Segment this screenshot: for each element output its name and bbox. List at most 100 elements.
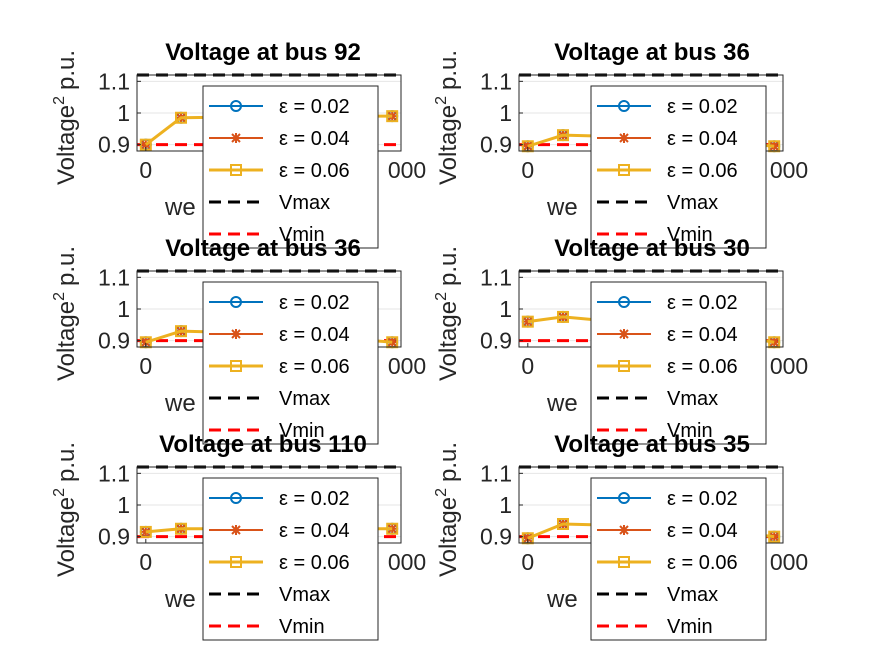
legend-marker-3: [230, 360, 242, 372]
legend-label-5: Vmin: [667, 616, 713, 638]
chart-title: Voltage at bus 35: [554, 431, 750, 458]
legend-label-5: Vmin: [279, 420, 325, 442]
y-tick-label: 1: [117, 100, 130, 126]
legend: ε = 0.02 ε = 0.04 ε = 0.06 Vmax Vmin: [202, 477, 379, 641]
y-axis-label-main: Voltage: [435, 497, 462, 577]
legend-marker-1: [618, 492, 630, 504]
data-point: [769, 531, 780, 542]
y-axis-label: Voltage2 p.u.: [433, 246, 462, 381]
x-axis-label: we: [164, 586, 196, 613]
y-axis-label: Voltage2 p.u.: [433, 50, 462, 185]
legend: ε = 0.02 ε = 0.04 ε = 0.06 Vmax Vmin: [202, 85, 379, 249]
legend-marker-1: [618, 100, 630, 112]
legend-label-4: Vmax: [667, 192, 718, 214]
x-axis-label: we: [164, 390, 196, 417]
legend-label-1: ε = 0.02: [667, 292, 738, 314]
legend: ε = 0.02 ε = 0.04 ε = 0.06 Vmax Vmin: [590, 85, 767, 249]
legend-marker-1: [618, 296, 630, 308]
y-axis-label-unit: p.u.: [435, 50, 462, 90]
data-point: [140, 526, 151, 537]
legend-label-5: Vmin: [279, 224, 325, 246]
x-tick-label-tail: 000: [388, 353, 426, 379]
y-tick-label: 0.9: [98, 132, 130, 158]
y-axis-label-main: Voltage: [53, 497, 80, 577]
x-tick-label-tail: 000: [388, 157, 426, 183]
data-point: [522, 316, 533, 327]
y-tick-label: 1.1: [98, 68, 130, 94]
x-tick-label: 0: [139, 157, 152, 183]
chart-title: Voltage at bus 36: [165, 235, 361, 262]
legend-marker-3: [230, 164, 242, 176]
legend-label-5: Vmin: [279, 616, 325, 638]
y-axis-label-main: Voltage: [435, 105, 462, 185]
y-tick-label: 1.1: [480, 264, 512, 290]
y-axis-label-sup: 2: [51, 96, 68, 105]
y-tick-label: 1: [499, 492, 512, 518]
legend-label-3: ε = 0.06: [667, 160, 738, 182]
legend-label-2: ε = 0.04: [279, 128, 350, 150]
legend-box: [202, 281, 379, 445]
subplot-5: 0.911.101000weVoltage2p.u.Voltage at bus…: [51, 431, 426, 641]
y-tick-label: 1.1: [98, 264, 130, 290]
legend-label-4: Vmax: [667, 584, 718, 606]
y-tick-label: 0.9: [480, 132, 512, 158]
legend-label-2: ε = 0.04: [667, 128, 738, 150]
x-tick-label-tail: 000: [770, 549, 808, 575]
legend-label-1: ε = 0.02: [667, 488, 738, 510]
legend-label-4: Vmax: [279, 192, 330, 214]
chart-title: Voltage at bus 92: [165, 39, 361, 66]
legend-marker-3: [618, 556, 630, 568]
legend: ε = 0.02 ε = 0.04 ε = 0.06 Vmax Vmin: [202, 281, 379, 445]
legend-marker-1: [230, 100, 242, 112]
x-axis-label: we: [164, 194, 196, 221]
legend-marker-3: [230, 556, 242, 568]
y-axis-label-unit: p.u.: [435, 442, 462, 482]
y-tick-label: 1.1: [98, 460, 130, 486]
data-point: [768, 530, 781, 543]
subplot-2: 0.911.101000weVoltage2p.u.Voltage at bus…: [433, 39, 808, 249]
legend-label-3: ε = 0.06: [279, 552, 350, 574]
legend-label-1: ε = 0.02: [279, 96, 350, 118]
legend-marker-3: [618, 164, 630, 176]
x-tick-label-tail: 000: [770, 157, 808, 183]
subplot-6: 0.911.101000weVoltage2p.u.Voltage at bus…: [433, 431, 808, 641]
x-tick-label: 0: [139, 353, 152, 379]
legend: ε = 0.02 ε = 0.04 ε = 0.06 Vmax Vmin: [590, 281, 767, 445]
y-axis-label: Voltage2 p.u.: [51, 442, 80, 577]
legend: ε = 0.02 ε = 0.04 ε = 0.06 Vmax Vmin: [590, 477, 767, 641]
legend-label-5: Vmin: [667, 224, 713, 246]
data-point: [557, 518, 569, 530]
y-tick-label: 0.9: [98, 328, 130, 354]
data-point: [557, 310, 569, 323]
legend-label-3: ε = 0.06: [667, 552, 738, 574]
x-tick-label-tail: 000: [388, 549, 426, 575]
data-point: [386, 522, 399, 535]
y-axis-label-sup: 2: [51, 488, 68, 497]
legend-label-5: Vmin: [667, 420, 713, 442]
legend-label-2: ε = 0.04: [667, 520, 738, 542]
legend-label-3: ε = 0.06: [279, 160, 350, 182]
y-tick-label: 1: [499, 100, 512, 126]
chart-title: Voltage at bus 110: [159, 431, 367, 458]
legend-marker-2: [231, 133, 241, 143]
legend-label-4: Vmax: [279, 388, 330, 410]
x-tick-label: 0: [521, 549, 534, 575]
legend-marker-2: [619, 329, 629, 339]
legend-marker-2: [231, 329, 241, 339]
legend-label-1: ε = 0.02: [667, 96, 738, 118]
y-axis-label-sup: 2: [433, 488, 450, 497]
x-tick-label: 0: [521, 157, 534, 183]
y-tick-label: 0.9: [480, 524, 512, 550]
legend-label-1: ε = 0.02: [279, 488, 350, 510]
data-point: [557, 129, 569, 142]
y-axis-label-main: Voltage: [435, 301, 462, 381]
y-axis-label-main: Voltage: [53, 105, 80, 185]
y-axis-label: Voltage2 p.u.: [51, 50, 80, 185]
data-point: [139, 525, 152, 538]
chart-title: Voltage at bus 36: [554, 39, 750, 66]
legend-box: [590, 281, 767, 445]
y-axis-label-sup: 2: [51, 292, 68, 301]
y-axis-label: Voltage2 p.u.: [51, 246, 80, 381]
subplot-3: 0.911.101000weVoltage2p.u.Voltage at bus…: [51, 235, 426, 445]
legend-label-4: Vmax: [667, 388, 718, 410]
